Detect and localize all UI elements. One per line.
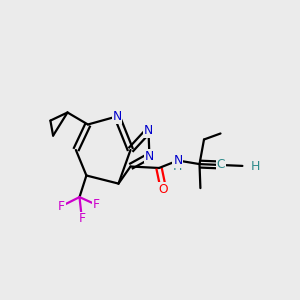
Text: N: N xyxy=(173,154,182,167)
Text: H: H xyxy=(251,160,261,173)
Text: F: F xyxy=(78,212,85,226)
Text: F: F xyxy=(92,198,100,211)
Text: N: N xyxy=(144,124,153,137)
Text: H: H xyxy=(173,160,183,173)
Text: N: N xyxy=(112,110,122,123)
Text: N: N xyxy=(145,149,154,163)
Text: O: O xyxy=(159,183,168,196)
Text: F: F xyxy=(58,200,65,213)
Text: C: C xyxy=(217,158,225,172)
